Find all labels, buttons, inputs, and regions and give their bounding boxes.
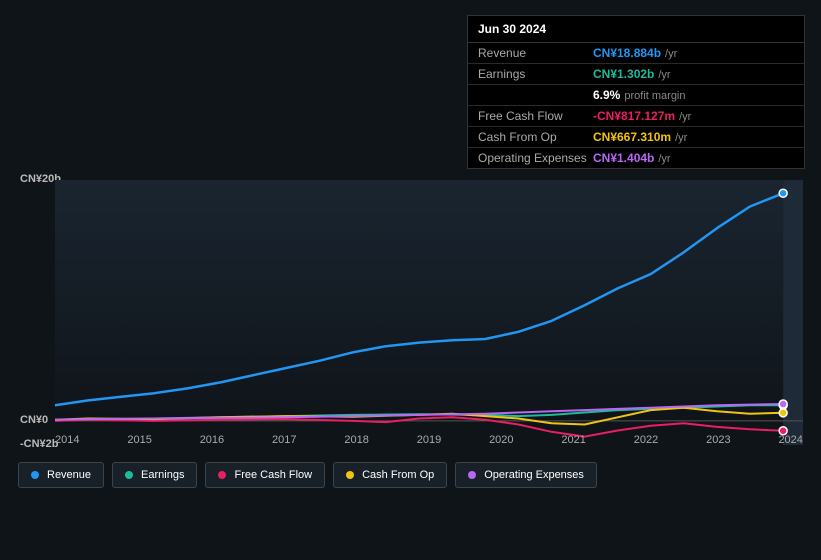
y-axis-label: -CN¥2b: [20, 438, 59, 450]
tooltip-margin: 6.9%: [593, 88, 620, 102]
legend-dot: [218, 471, 226, 479]
tooltip-unit: /yr: [675, 132, 687, 144]
tooltip-unit: /yr: [665, 48, 677, 60]
tooltip-unit: /yr: [679, 111, 691, 123]
legend-item[interactable]: Free Cash Flow: [205, 462, 325, 488]
legend-label: Earnings: [141, 469, 184, 481]
tooltip-value: CN¥667.310m: [593, 130, 671, 144]
tooltip-label: Cash From Op: [478, 130, 593, 144]
series-marker: [779, 400, 787, 408]
tooltip-margin-label: profit margin: [624, 90, 685, 102]
series-marker: [779, 409, 787, 417]
x-axis-label: 2014: [55, 434, 79, 446]
legend-label: Revenue: [47, 469, 91, 481]
x-axis-label: 2015: [127, 434, 151, 446]
legend-item[interactable]: Operating Expenses: [455, 462, 597, 488]
legend-item[interactable]: Cash From Op: [333, 462, 447, 488]
x-axis-label: 2019: [417, 434, 441, 446]
x-axis-label: 2024: [778, 434, 802, 446]
tooltip-row: RevenueCN¥18.884b/yr: [468, 43, 804, 64]
x-axis-label: 2018: [344, 434, 368, 446]
x-axis: 2014 2015 2016 2017 2018 2019 2020 2021 2022 2023…: [55, 434, 803, 446]
x-axis-label: 2021: [561, 434, 585, 446]
tooltip-date: Jun 30 2024: [468, 16, 804, 43]
tooltip-label: [478, 88, 593, 102]
legend-dot: [31, 471, 39, 479]
legend-label: Operating Expenses: [484, 469, 584, 481]
x-axis-label: 2016: [200, 434, 224, 446]
y-axis-label: CN¥0: [20, 414, 48, 426]
tooltip-unit: /yr: [658, 69, 670, 81]
tooltip-value: CN¥18.884b: [593, 46, 661, 60]
chart-container: CN¥20bCN¥0-CN¥2b 20142015201620172018201…: [0, 155, 821, 500]
x-axis-label: 2020: [489, 434, 513, 446]
legend-label: Cash From Op: [362, 469, 434, 481]
tooltip-value: -CN¥817.127m: [593, 109, 675, 123]
tooltip-label: Free Cash Flow: [478, 109, 593, 123]
legend-label: Free Cash Flow: [234, 469, 312, 481]
legend-dot: [468, 471, 476, 479]
legend: Revenue Earnings Free Cash Flow Cash From O…: [18, 462, 597, 488]
series-marker: [779, 189, 787, 197]
legend-dot: [125, 471, 133, 479]
tooltip-row: 6.9% profit margin: [468, 85, 804, 106]
legend-item[interactable]: Revenue: [18, 462, 104, 488]
legend-item[interactable]: Earnings: [112, 462, 197, 488]
legend-dot: [346, 471, 354, 479]
x-axis-label: 2022: [634, 434, 658, 446]
plot-area[interactable]: [55, 180, 803, 445]
x-axis-label: 2017: [272, 434, 296, 446]
tooltip-panel: Jun 30 2024 RevenueCN¥18.884b/yrEarnings…: [467, 15, 805, 169]
x-axis-label: 2023: [706, 434, 730, 446]
tooltip-row: Free Cash Flow-CN¥817.127m/yr: [468, 106, 804, 127]
tooltip-label: Revenue: [478, 46, 593, 60]
tooltip-value: CN¥1.302b: [593, 67, 654, 81]
tooltip-row: Cash From OpCN¥667.310m/yr: [468, 127, 804, 148]
tooltip-label: Earnings: [478, 67, 593, 81]
tooltip-row: EarningsCN¥1.302b/yr: [468, 64, 804, 85]
